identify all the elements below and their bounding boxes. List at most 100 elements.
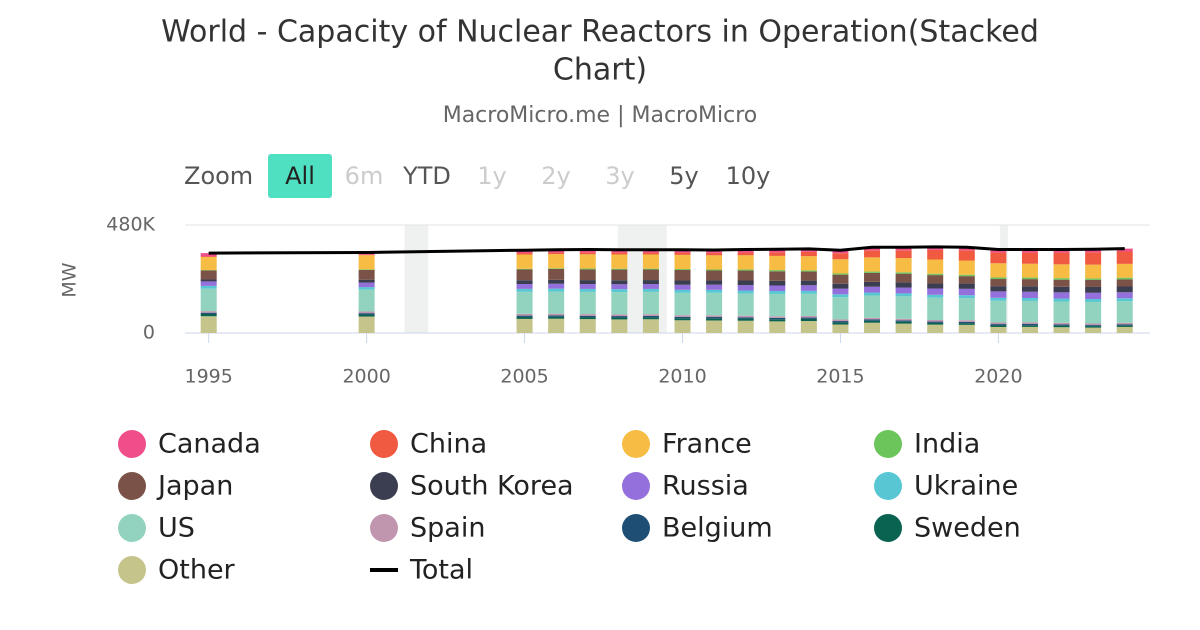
shaded-band [404, 225, 429, 333]
bar-segment [1053, 279, 1070, 287]
bar-segment [895, 296, 912, 319]
legend-symbol [118, 472, 146, 500]
legend-label[interactable]: India [914, 429, 980, 460]
bar-segment [548, 268, 565, 270]
zoom-label: Zoom [184, 162, 253, 190]
bar-segment [706, 292, 723, 316]
bar-segment [548, 288, 565, 292]
bar-segment [1053, 325, 1070, 328]
x-tick-label: 2010 [658, 366, 706, 388]
bar-segment [611, 269, 628, 281]
zoom-button[interactable]: YTD [402, 162, 451, 190]
zoom-button: 6m [345, 162, 384, 190]
bar-segment [832, 324, 849, 333]
bar-segment [990, 263, 1007, 278]
bar-segment [579, 315, 596, 318]
bar-segment [1116, 251, 1133, 264]
bar-segment [1085, 292, 1102, 300]
legend-label[interactable]: South Korea [410, 471, 574, 502]
bar-segment [832, 322, 849, 325]
bar-segment [737, 252, 754, 256]
bar-segment [516, 280, 533, 284]
bar-segment [958, 298, 975, 321]
bar-segment [548, 283, 565, 289]
legend-symbol [622, 514, 650, 542]
bar-segment [1085, 278, 1102, 280]
bar-segment [548, 318, 565, 333]
bar-segment [516, 291, 533, 314]
bar-segment [1085, 279, 1102, 287]
bar-segment [895, 258, 912, 273]
zoom-button[interactable]: 10y [726, 162, 771, 190]
legend-label[interactable]: Total [409, 555, 473, 586]
legend-label[interactable]: China [410, 429, 487, 460]
legend-label[interactable]: Sweden [914, 513, 1021, 544]
bar-segment [358, 269, 375, 270]
bar-segment [769, 293, 786, 317]
bar-segment [1053, 286, 1070, 293]
bar-segment [832, 283, 849, 289]
bar-segment [674, 320, 691, 333]
bar-segment [200, 313, 217, 317]
bar-segment [800, 293, 817, 316]
bar-segment [706, 317, 723, 319]
y-axis-label: MW [59, 262, 81, 297]
legend-label[interactable]: Belgium [662, 513, 773, 544]
bar-segment [769, 255, 786, 271]
bar-segment [1085, 299, 1102, 302]
bar-segment [990, 277, 1007, 280]
bar-segment [1085, 264, 1102, 279]
legend-label[interactable]: Other [158, 555, 236, 586]
bar-segment [674, 315, 691, 317]
bar-segment [200, 281, 217, 286]
legend-symbol [874, 514, 902, 542]
bar-segment [895, 318, 912, 321]
legend-symbol [874, 472, 902, 500]
bar-segment [800, 248, 817, 252]
bar-segment [1085, 301, 1102, 324]
bar-segment [800, 280, 817, 286]
bar-segment [706, 255, 723, 270]
legend-label[interactable]: France [662, 429, 752, 460]
legend-label[interactable]: Japan [156, 471, 233, 502]
bar-segment [674, 318, 691, 321]
bar-segment [737, 280, 754, 286]
legend-label[interactable]: Ukraine [914, 471, 1018, 502]
bar-segment [642, 317, 659, 320]
bar-segment [1053, 264, 1070, 279]
legend-label[interactable]: Spain [410, 513, 485, 544]
zoom-button[interactable]: 5y [669, 162, 698, 190]
bar-segment [642, 284, 659, 289]
bar-segment [927, 322, 944, 325]
bar-segment [548, 252, 565, 255]
bar-segment [895, 287, 912, 294]
bar-segment [832, 259, 849, 274]
bar-segment [1053, 249, 1070, 253]
bar-segment [1085, 323, 1102, 326]
legend-label[interactable]: US [158, 513, 195, 544]
y-tick-label: 480K [106, 214, 155, 236]
bar-segment [895, 320, 912, 322]
bar-segment [1116, 324, 1133, 326]
legend-label[interactable]: Canada [158, 429, 261, 460]
bar-segment [579, 314, 596, 316]
bar-segment [1116, 325, 1133, 327]
bar-segment [642, 252, 659, 255]
bar-segment [1053, 324, 1070, 326]
bar-segment [895, 247, 912, 251]
bar-segment [579, 317, 596, 320]
bar-segment [895, 273, 912, 283]
zoom-selected[interactable] [268, 154, 332, 198]
bar-segment [706, 280, 723, 285]
zoom-button[interactable]: All [285, 162, 315, 190]
bar-segment [990, 325, 1007, 327]
bar-segment [1021, 249, 1038, 253]
bar-segment [990, 279, 1007, 287]
bar-segment [579, 319, 596, 333]
legend-label[interactable]: Russia [662, 471, 749, 502]
legend-symbol [622, 430, 650, 458]
bar-segment [516, 254, 533, 269]
bar-segment [611, 319, 628, 333]
bar-segment [1085, 252, 1102, 265]
bar-segment [642, 314, 659, 316]
